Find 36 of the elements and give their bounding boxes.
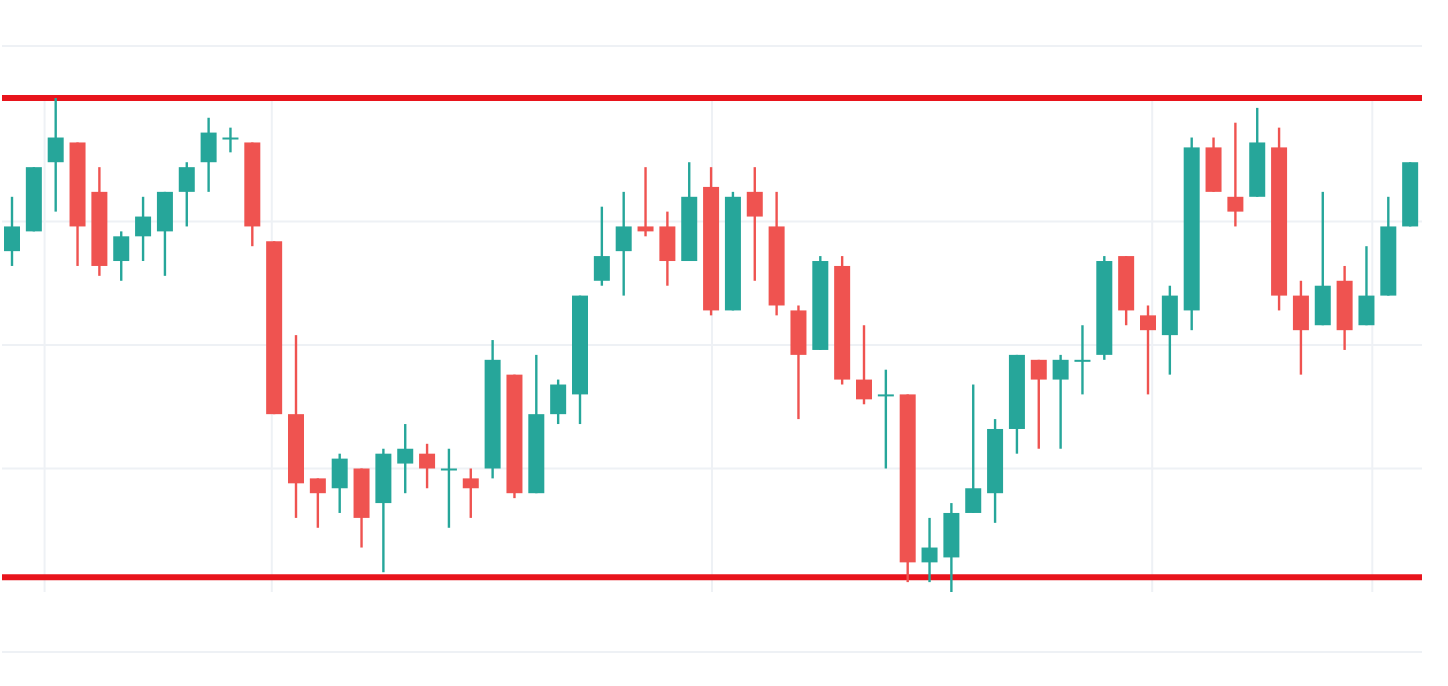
candlestick (790, 304, 807, 421)
candlestick (397, 422, 414, 495)
candlestick (593, 205, 610, 287)
candlestick (1358, 245, 1375, 327)
candlestick (856, 324, 872, 406)
candlestick (135, 195, 152, 263)
candlestick (4, 195, 20, 268)
candlestick (746, 165, 763, 282)
candlestick (419, 442, 436, 490)
candlestick (200, 116, 217, 194)
candlestick (1292, 279, 1309, 376)
candlestick (550, 378, 567, 426)
candlestick (156, 190, 173, 278)
candlestick (1140, 304, 1156, 396)
candlestick (921, 516, 938, 584)
candlestick (331, 452, 348, 515)
candlestick (178, 161, 195, 228)
candlestick (462, 467, 479, 520)
candlestick (615, 190, 632, 297)
candlestick (1314, 190, 1331, 327)
candlestick (659, 210, 676, 287)
candlestick (113, 230, 130, 282)
candlestick (1205, 136, 1222, 194)
candlestick (309, 477, 326, 529)
candlestick (440, 447, 457, 529)
candlestick (1052, 353, 1069, 450)
candlestick (1227, 121, 1244, 228)
candlestick (1161, 284, 1178, 376)
candlestick (943, 501, 960, 592)
candlestick (1074, 324, 1091, 396)
candlestick (637, 165, 654, 238)
candlestick (222, 126, 239, 154)
candlestick (1030, 358, 1047, 450)
candlestick (877, 368, 894, 470)
candlestick (965, 383, 982, 515)
candlestick (47, 98, 64, 213)
